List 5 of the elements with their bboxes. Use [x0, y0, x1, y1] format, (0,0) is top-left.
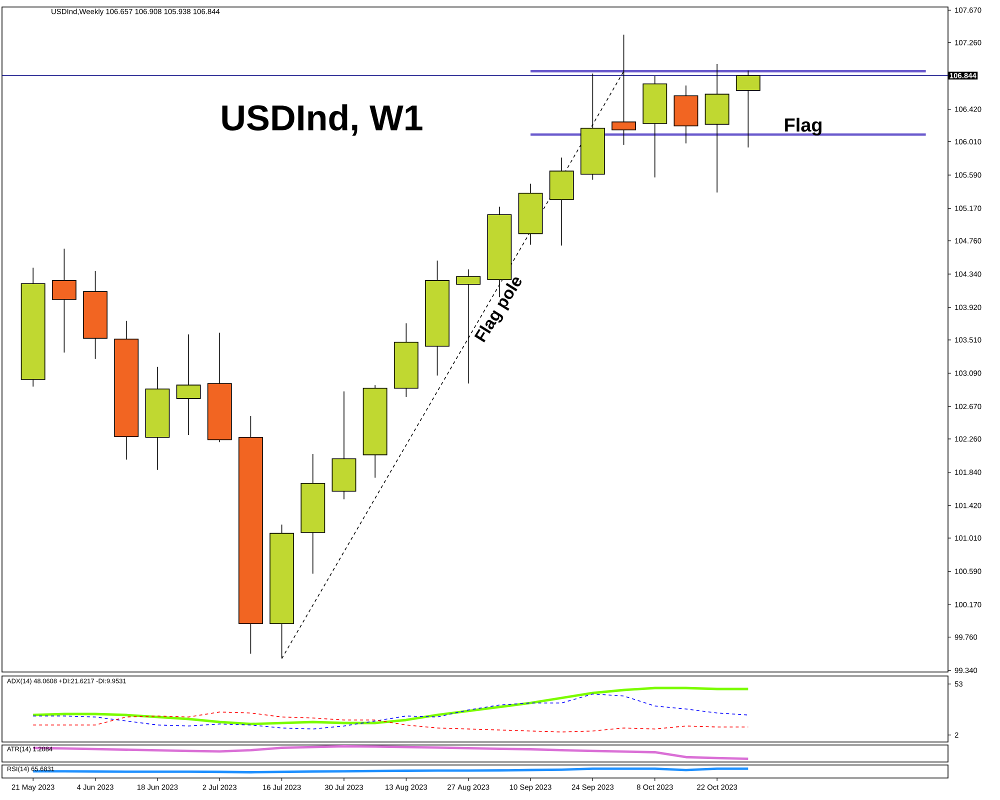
candlestick [736, 70, 760, 148]
text: USDInd, W1 [222, 104, 422, 136]
annotation: Flag [785, 118, 822, 136]
candlestick [176, 334, 201, 436]
candlestick [52, 248, 76, 353]
